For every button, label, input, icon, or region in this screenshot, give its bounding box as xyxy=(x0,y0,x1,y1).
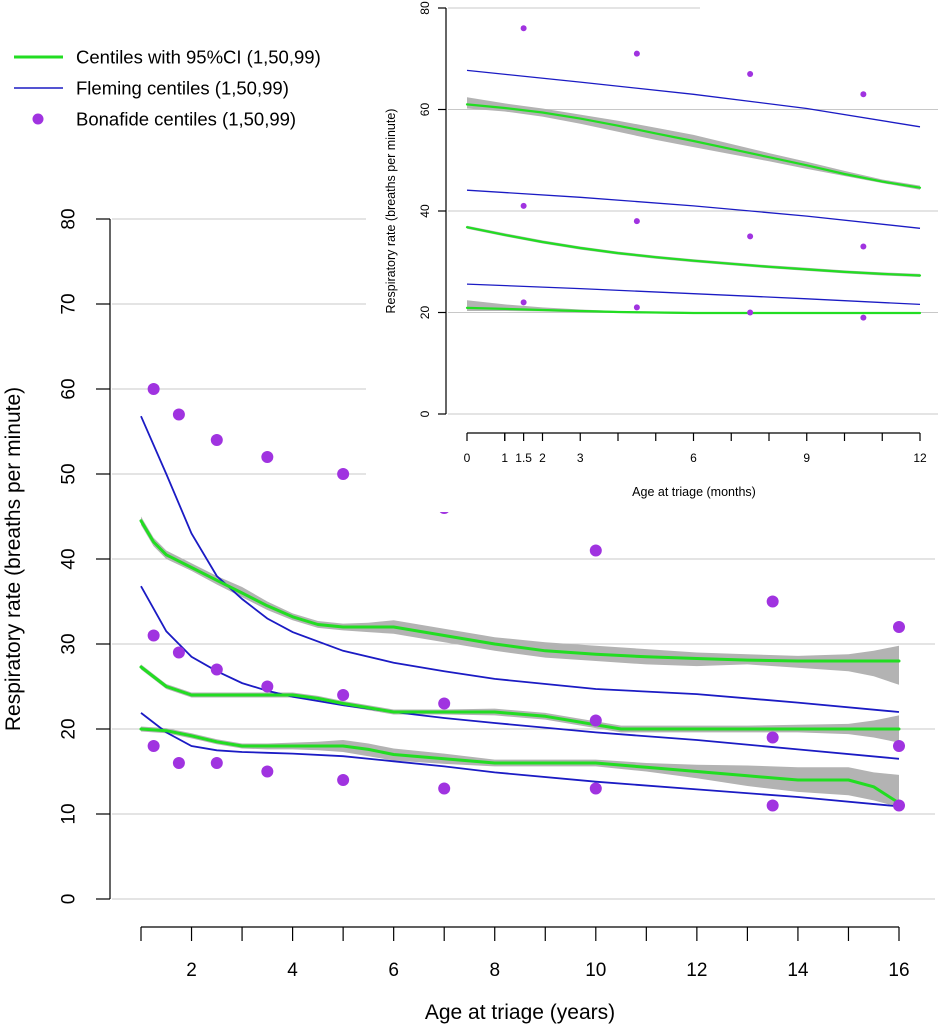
main-y-tick-label: 80 xyxy=(59,208,80,229)
main-y-tick-label: 50 xyxy=(59,463,80,484)
inset-bonafide-point-50 xyxy=(860,243,867,250)
inset-fleming-line-99 xyxy=(466,69,921,128)
inset-fleming-line-50 xyxy=(466,189,921,229)
inset-bonafide-point-1 xyxy=(633,304,640,311)
inset-x-tick-label: 6 xyxy=(690,451,697,465)
inset-x-tick-label: 3 xyxy=(577,451,584,465)
main-x-axis-title: Age at triage (years) xyxy=(425,1001,615,1024)
main-y-tick-label: 30 xyxy=(59,633,80,654)
main-bonafide-point-99 xyxy=(172,408,185,421)
main-bonafide-point-1 xyxy=(893,799,905,812)
main-bonafide-point-50 xyxy=(172,646,185,659)
inset-bonafide-point-99 xyxy=(520,25,527,32)
inset-bonafide-point-1 xyxy=(860,314,867,321)
inset-x-tick-label: 12 xyxy=(913,451,927,465)
main-ci-band-1 xyxy=(141,726,899,808)
inset-x-tick-label: 1.5 xyxy=(515,451,532,465)
main-bonafide-point-50 xyxy=(438,697,451,710)
inset-y-tick-label: 0 xyxy=(418,410,432,417)
main-y-tick-label: 20 xyxy=(59,718,80,739)
main-bonafide-point-99 xyxy=(766,595,779,608)
inset-y-axis-title: Respiratory rate (breaths per minute) xyxy=(384,109,398,314)
main-x-tick-label: 14 xyxy=(787,960,809,981)
main-bonafide-point-50 xyxy=(147,629,160,642)
main-bonafide-point-1 xyxy=(337,774,350,786)
main-bonafide-point-1 xyxy=(147,740,160,752)
inset-centile-line-99 xyxy=(465,103,922,189)
main-y-tick-label: 40 xyxy=(59,548,80,569)
main-bonafide-point-50 xyxy=(337,689,350,701)
inset-x-tick-label: 0 xyxy=(464,451,471,465)
main-bonafide-point-50 xyxy=(893,740,905,752)
inset-y-tick-label: 40 xyxy=(418,204,432,218)
main-y-axis-title: Respiratory rate (breaths per minute) xyxy=(2,387,25,731)
main-bonafide-point-1 xyxy=(438,782,451,795)
main-bonafide-point-99 xyxy=(337,468,350,480)
main-bonafide-point-50 xyxy=(766,731,779,744)
main-x-tick-label: 2 xyxy=(186,960,197,981)
main-y-tick-label: 10 xyxy=(59,803,80,824)
inset-bonafide-point-1 xyxy=(747,309,754,316)
main-bonafide-point-1 xyxy=(589,782,602,795)
inset-ci-band-99 xyxy=(467,97,920,190)
main-bonafide-point-99 xyxy=(893,621,905,633)
inset-x-tick-label: 1 xyxy=(501,451,508,465)
main-x-tick-label: 4 xyxy=(287,960,298,981)
inset-x-tick-label: 9 xyxy=(803,451,810,465)
main-bonafide-point-50 xyxy=(589,714,602,727)
main-x-tick-label: 16 xyxy=(888,960,909,981)
inset-bonafide-point-99 xyxy=(860,91,867,98)
inset-centile-line-1 xyxy=(465,306,922,315)
main-fleming-line-50 xyxy=(140,585,900,760)
main-bonafide-point-99 xyxy=(210,434,223,446)
legend-swatch-2 xyxy=(32,113,44,125)
inset-bonafide-point-99 xyxy=(633,50,640,57)
legend-label-2: Bonafide centiles (1,50,99) xyxy=(76,109,296,130)
inset-bonafide-point-1 xyxy=(520,299,527,306)
main-bonafide-point-50 xyxy=(210,663,223,676)
main-y-tick-label: 70 xyxy=(59,293,80,314)
main-y-tick-label: 0 xyxy=(59,894,80,905)
inset-y-tick-label: 80 xyxy=(418,1,432,15)
inset-bonafide-point-50 xyxy=(633,218,640,225)
main-bonafide-point-1 xyxy=(210,757,223,769)
main-y-tick-label: 60 xyxy=(59,378,80,399)
main-centile-line-50 xyxy=(139,665,901,731)
main-x-tick-label: 6 xyxy=(388,960,399,981)
main-fleming-line-1 xyxy=(140,712,900,808)
main-centile-line-99 xyxy=(139,519,901,663)
main-bonafide-point-99 xyxy=(261,451,274,463)
legend-label-1: Fleming centiles (1,50,99) xyxy=(76,78,289,99)
main-fleming-line-99 xyxy=(140,415,900,713)
inset-x-tick-label: 2 xyxy=(539,451,546,465)
main-bonafide-point-99 xyxy=(589,544,602,557)
main-ci-band-99 xyxy=(141,516,899,685)
main-bonafide-point-1 xyxy=(766,799,779,812)
main-ci-band-50 xyxy=(141,664,899,743)
inset-panel: 0 20 40 60 80 0 1 1.5 2 3 6 9 12 Age at triage (month… xyxy=(384,1,938,499)
inset-bonafide-point-50 xyxy=(747,233,754,240)
main-x-tick-label: 10 xyxy=(585,960,606,981)
main-x-tick-label: 8 xyxy=(489,960,500,981)
main-x-tick-label: 12 xyxy=(686,960,707,981)
inset-x-axis-title: Age at triage (months) xyxy=(632,485,756,499)
inset-y-tick-label: 60 xyxy=(418,103,432,117)
main-centile-line-1 xyxy=(139,727,901,805)
inset-bonafide-point-99 xyxy=(747,70,754,77)
inset-y-tick-label: 20 xyxy=(418,306,432,320)
main-bonafide-point-1 xyxy=(172,757,185,769)
legend-label-0: Centiles with 95%CI (1,50,99) xyxy=(76,47,321,68)
main-bonafide-point-1 xyxy=(261,765,274,778)
inset-bonafide-point-50 xyxy=(520,202,527,209)
inset-fleming-line-1 xyxy=(466,283,921,306)
inset-centile-line-50 xyxy=(465,226,922,277)
main-bonafide-point-99 xyxy=(147,383,160,395)
main-bonafide-point-50 xyxy=(261,680,274,693)
legend: Centiles with 95%CI (1,50,99) Fleming cen… xyxy=(14,47,321,130)
